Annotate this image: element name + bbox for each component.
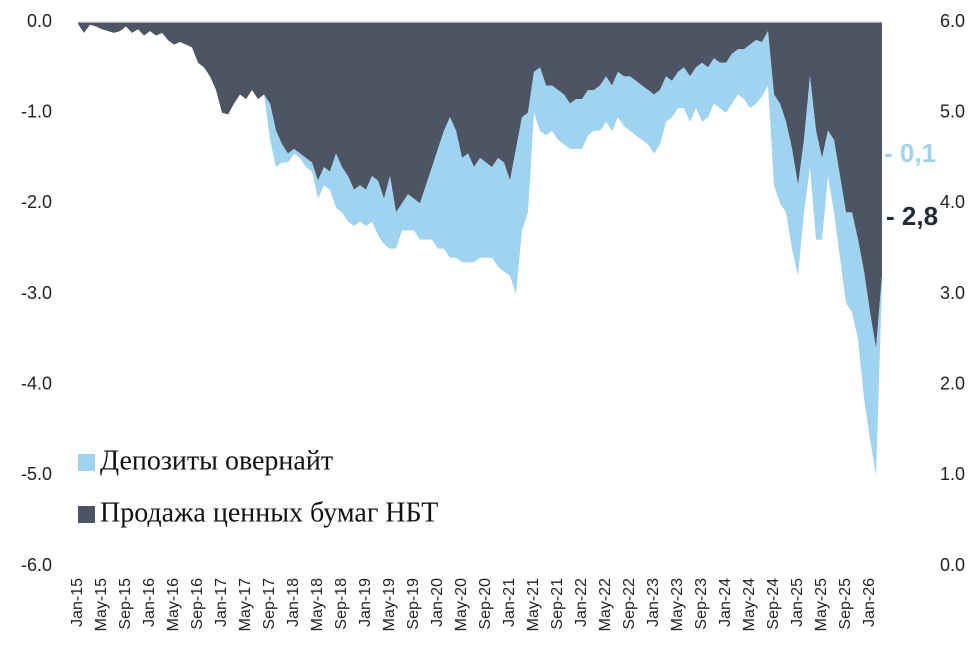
- y2-tick-label: 1.0: [940, 464, 965, 484]
- x-tick-label: Jan-18: [285, 578, 302, 627]
- x-tick-label: May-22: [597, 578, 614, 631]
- x-tick-label: Sep-24: [765, 578, 782, 630]
- x-tick-label: Sep-20: [477, 578, 494, 630]
- y-tick-label: -6.0: [21, 555, 52, 575]
- x-tick-label: Jan-24: [717, 578, 734, 627]
- y2-tick-label: 3.0: [940, 283, 965, 303]
- x-tick-label: May-16: [165, 578, 182, 631]
- x-tick-label: Sep-25: [837, 578, 854, 630]
- legend-swatch: [78, 454, 95, 471]
- y-tick-label: -5.0: [21, 464, 52, 484]
- x-tick-label: Sep-21: [549, 578, 566, 630]
- y2-tick-label: 6.0: [940, 11, 965, 31]
- x-tick-label: Sep-22: [621, 578, 638, 630]
- x-tick-label: Jan-26: [861, 578, 878, 627]
- y2-tick-label: 5.0: [940, 101, 965, 121]
- x-tick-label: Jan-21: [501, 578, 518, 627]
- x-tick-label: May-25: [813, 578, 830, 631]
- x-tick-label: May-20: [453, 578, 470, 631]
- x-tick-label: May-17: [237, 578, 254, 631]
- x-tick-label: Jan-16: [141, 578, 158, 627]
- x-tick-label: Sep-16: [189, 578, 206, 630]
- annotation: - 2,8: [886, 201, 938, 231]
- x-tick-label: Jan-19: [357, 578, 374, 627]
- x-tick-label: Sep-15: [117, 578, 134, 630]
- x-tick-label: Jan-22: [573, 578, 590, 627]
- y-tick-label: -2.0: [21, 192, 52, 212]
- y2-tick-label: 2.0: [940, 373, 965, 393]
- x-tick-label: May-23: [669, 578, 686, 631]
- x-tick-label: Jan-23: [645, 578, 662, 627]
- x-tick-label: May-24: [741, 578, 758, 631]
- x-tick-label: May-18: [309, 578, 326, 631]
- x-tick-label: Jan-20: [429, 578, 446, 627]
- y-tick-label: 0.0: [27, 11, 52, 31]
- y-tick-label: -4.0: [21, 373, 52, 393]
- x-tick-label: Sep-17: [261, 578, 278, 630]
- y2-tick-label: 4.0: [940, 192, 965, 212]
- annotation: - 0,1: [884, 138, 936, 168]
- x-tick-label: May-21: [525, 578, 542, 631]
- x-tick-label: May-19: [381, 578, 398, 631]
- y-tick-label: -3.0: [21, 283, 52, 303]
- x-tick-label: Sep-23: [693, 578, 710, 630]
- x-tick-label: Sep-19: [405, 578, 422, 630]
- x-tick-label: Jan-25: [789, 578, 806, 627]
- x-tick-label: May-15: [93, 578, 110, 631]
- x-tick-label: Jan-17: [213, 578, 230, 627]
- legend-label: Продажа ценных бумаг НБТ: [100, 497, 438, 528]
- y2-tick-label: 0.0: [940, 555, 965, 575]
- legend-label: Депозиты овернайт: [100, 445, 333, 476]
- y-tick-label: -1.0: [21, 101, 52, 121]
- area: [78, 22, 882, 349]
- legend-swatch: [78, 506, 95, 523]
- area: [78, 23, 882, 476]
- x-tick-label: Sep-18: [333, 578, 350, 630]
- x-tick-label: Jan-15: [69, 578, 86, 627]
